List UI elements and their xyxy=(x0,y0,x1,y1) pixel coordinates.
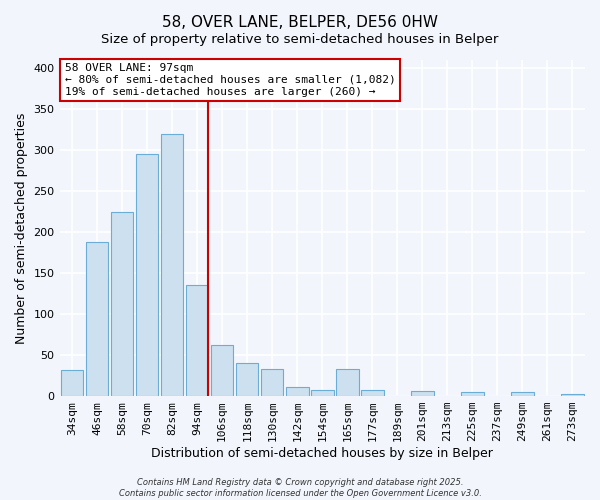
Text: 58 OVER LANE: 97sqm
← 80% of semi-detached houses are smaller (1,082)
19% of sem: 58 OVER LANE: 97sqm ← 80% of semi-detach… xyxy=(65,64,395,96)
Bar xyxy=(111,212,133,396)
Bar xyxy=(61,370,83,396)
Bar xyxy=(286,387,308,396)
Bar xyxy=(211,346,233,396)
Bar xyxy=(186,286,208,396)
Bar xyxy=(561,394,584,396)
Bar xyxy=(311,390,334,396)
Bar xyxy=(336,369,359,396)
Text: Contains HM Land Registry data © Crown copyright and database right 2025.
Contai: Contains HM Land Registry data © Crown c… xyxy=(119,478,481,498)
Text: 58, OVER LANE, BELPER, DE56 0HW: 58, OVER LANE, BELPER, DE56 0HW xyxy=(162,15,438,30)
Bar xyxy=(236,364,259,396)
Bar xyxy=(361,390,383,396)
Bar xyxy=(161,134,184,396)
Bar xyxy=(86,242,109,396)
Bar xyxy=(461,392,484,396)
X-axis label: Distribution of semi-detached houses by size in Belper: Distribution of semi-detached houses by … xyxy=(151,447,493,460)
Text: Size of property relative to semi-detached houses in Belper: Size of property relative to semi-detach… xyxy=(101,32,499,46)
Bar xyxy=(511,392,534,396)
Bar xyxy=(411,391,434,396)
Y-axis label: Number of semi-detached properties: Number of semi-detached properties xyxy=(15,112,28,344)
Bar xyxy=(261,369,283,396)
Bar xyxy=(136,154,158,396)
